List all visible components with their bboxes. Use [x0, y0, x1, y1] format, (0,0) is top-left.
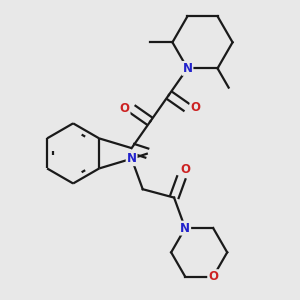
Text: N: N [127, 152, 136, 165]
Text: O: O [190, 101, 201, 114]
Text: O: O [180, 164, 190, 176]
Text: N: N [180, 222, 190, 235]
Text: N: N [182, 62, 193, 75]
Text: O: O [119, 102, 130, 115]
Text: O: O [208, 270, 218, 283]
